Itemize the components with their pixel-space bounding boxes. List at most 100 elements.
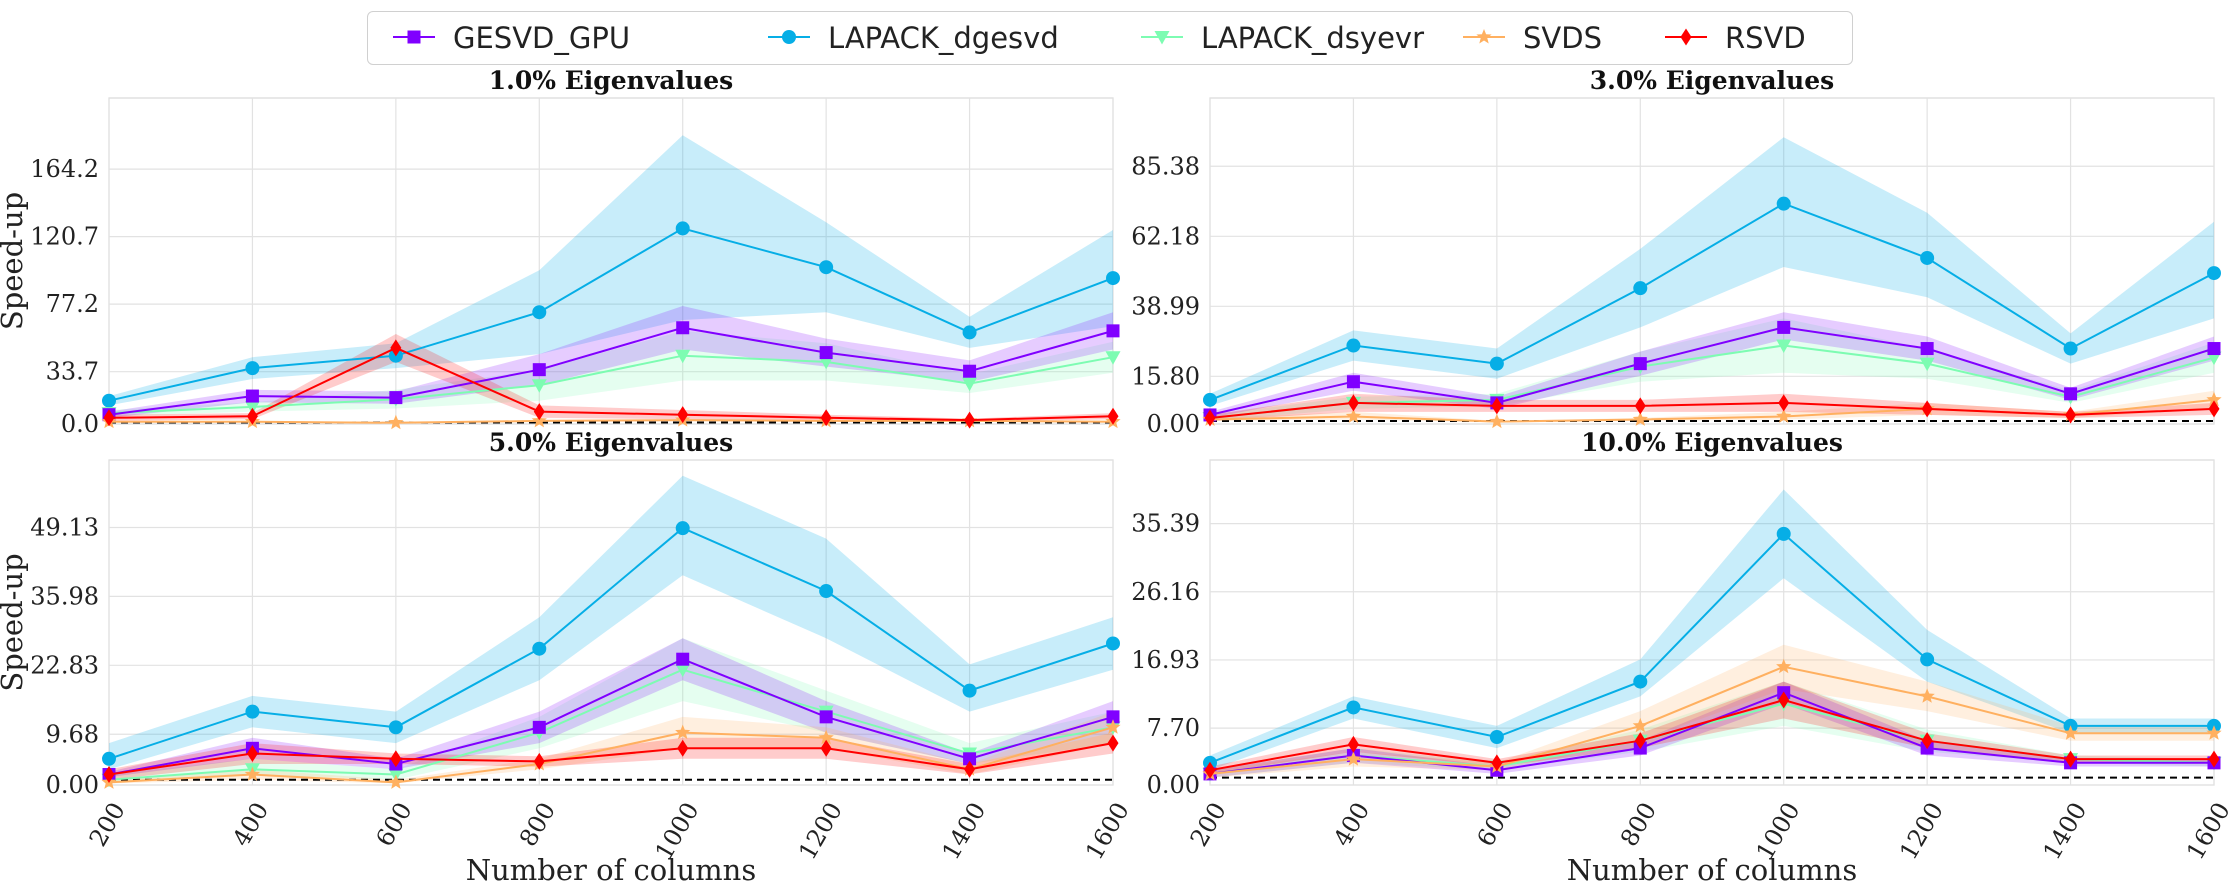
panel-5-0-eigenvalues-line-lapack-dsyevr	[108, 668, 1114, 781]
panel-5-0-eigenvalues-xlabel: Number of columns	[466, 853, 756, 883]
panel-3-0-eigenvalues-point-lapack-dgesvd-400	[1346, 338, 1361, 353]
panel-5-0-eigenvalues-title: 5.0% Eigenvalues	[489, 428, 733, 457]
panel-10-0-eigenvalues-band-lapack-dsyevr	[1210, 681, 2214, 778]
panel-3-0-eigenvalues-point-rsvd-1400	[2065, 406, 2077, 424]
panel-10-0-eigenvalues-xlabel: Number of columns	[1567, 853, 1857, 883]
panel-3-0-eigenvalues-ytick-4: 85.38	[1131, 152, 1200, 180]
panel-3-0-eigenvalues-point-svds-1000	[1776, 408, 1792, 423]
panel-10-0-eigenvalues-band-gesvd-gpu	[1210, 681, 2214, 778]
panel-5-0-eigenvalues-point-lapack-dgesvd-200	[102, 751, 116, 766]
panel-3-0-eigenvalues-point-gesvd-gpu-1200	[1920, 342, 1934, 356]
panel-3-0-eigenvalues-series-rsvd	[1204, 394, 2220, 427]
panel-3-0-eigenvalues-point-lapack-dgesvd-600	[1489, 356, 1504, 371]
panel-1-0-eigenvalues-band-gesvd-gpu	[109, 306, 1113, 418]
panel-5-0-eigenvalues-xtick-600: 600	[371, 798, 418, 852]
panel-5-0-eigenvalues-band-gesvd-gpu	[109, 638, 1113, 778]
panel-5-0-eigenvalues-point-rsvd-200	[103, 766, 115, 784]
panel-1-0-eigenvalues-point-gesvd-gpu-1000	[676, 321, 690, 335]
panel-1-0-eigenvalues-point-lapack-dsyevr-1400	[962, 377, 978, 392]
panel-10-0-eigenvalues-ytick-1: 7.70	[1147, 714, 1200, 742]
panel-5-0-eigenvalues-point-lapack-dgesvd-1000	[675, 521, 690, 536]
panel-10-0-eigenvalues-point-svds-1200	[1919, 688, 1935, 703]
panel-3-0-eigenvalues-ytick-3: 62.18	[1131, 222, 1200, 250]
panel-3-0-eigenvalues-point-rsvd-400	[1347, 394, 1359, 412]
panel-5-0-eigenvalues-point-svds-1200	[818, 729, 834, 745]
panel-1-0-eigenvalues-point-gesvd-gpu-800	[532, 363, 546, 377]
panel-10-0-eigenvalues-point-rsvd-800	[1634, 732, 1646, 750]
panel-10-0-eigenvalues-point-rsvd-600	[1491, 754, 1503, 772]
panel-5-0-eigenvalues-line-svds	[108, 726, 1114, 784]
panel-5-0-eigenvalues-line-rsvd	[108, 742, 1114, 776]
panel-5-0-eigenvalues-xtick-400: 400	[227, 798, 274, 852]
panel-5-0-eigenvalues-point-svds-400	[244, 766, 260, 781]
panel-1-0-eigenvalues-point-lapack-dsyevr-1200	[818, 355, 834, 370]
panel-10-0-eigenvalues-point-svds-1400	[2063, 725, 2079, 740]
panel-10-0-eigenvalues-point-svds-1000	[1776, 658, 1792, 674]
panel-10-0-eigenvalues-series-rsvd	[1204, 691, 2220, 779]
panel-1-0-eigenvalues-point-rsvd-200	[103, 409, 115, 427]
panel-3-0-eigenvalues-title: 3.0% Eigenvalues	[1590, 66, 1834, 95]
legend-entry-lapack-dsyevr: LAPACK_dsyevr	[1141, 21, 1424, 55]
panel-3-0-eigenvalues-point-rsvd-1600	[2208, 400, 2220, 418]
panel-5-0-eigenvalues-point-gesvd-gpu-1200	[819, 710, 833, 724]
panel-5-0-eigenvalues-band-rsvd	[109, 732, 1113, 780]
legend-marker-rsvd	[1680, 28, 1692, 46]
panel-5-0-eigenvalues-ylabel: Speed-up	[0, 553, 29, 691]
panel-10-0-eigenvalues-point-lapack-dgesvd-600	[1489, 729, 1504, 744]
panel-5-0-eigenvalues-point-svds-1600	[1105, 719, 1121, 734]
panel-1-0-eigenvalues-point-lapack-dgesvd-1200	[819, 260, 834, 275]
legend-marker-lapack-dsyevr	[1154, 31, 1170, 45]
panel-1-0-eigenvalues-point-rsvd-1200	[820, 409, 832, 427]
panel-3-0-eigenvalues-point-rsvd-1000	[1778, 394, 1790, 412]
panel-1-0-eigenvalues-point-rsvd-1600	[1107, 407, 1119, 425]
panel-1-0-eigenvalues: 0.0 33.7 77.2 120.7 164.2 1.0% Eigenvalues Spe…	[0, 66, 1121, 438]
panel-1-0-eigenvalues-ytick-1: 33.7	[46, 358, 99, 386]
panel-1-0-eigenvalues-point-rsvd-600	[390, 339, 402, 357]
panel-3-0-eigenvalues-point-gesvd-gpu-1000	[1777, 320, 1791, 334]
legend-canvas: GESVD_GPU LAPACK_dgesvd LAPACK_dsyevr SVDS R…	[393, 21, 1806, 55]
panel-3-0-eigenvalues-line-gesvd-gpu	[1209, 326, 2215, 416]
panel-5-0-eigenvalues-xtick-200: 200	[84, 798, 131, 852]
panel-3-0-eigenvalues-point-lapack-dsyevr-1000	[1776, 339, 1792, 354]
panel-1-0-eigenvalues-point-lapack-dsyevr-1000	[675, 349, 691, 364]
panel-5-0-eigenvalues-ytick-4: 49.13	[30, 513, 99, 541]
legend-label-gesvd-gpu: GESVD_GPU	[453, 21, 630, 55]
legend-marker-gesvd-gpu	[407, 30, 421, 44]
panel-5-0-eigenvalues-series-rsvd	[103, 734, 1119, 784]
panel-10-0-eigenvalues-point-svds-1600	[2206, 725, 2222, 740]
panel-3-0-eigenvalues-plot-area	[1209, 97, 2215, 425]
panel-5-0-eigenvalues: 0.00 9.68 22.83 35.98 49.13 5.0% Eigenvalues 2…	[0, 428, 1135, 883]
panel-5-0-eigenvalues-point-lapack-dgesvd-1600	[1106, 636, 1120, 651]
panel-10-0-eigenvalues-point-lapack-dgesvd-1000	[1776, 526, 1791, 541]
legend-marker-lapack-dgesvd	[782, 30, 796, 44]
panel-5-0-eigenvalues-point-lapack-dsyevr-1000	[675, 663, 691, 678]
panel-1-0-eigenvalues-ytick-2: 77.2	[46, 290, 99, 318]
panel-5-0-eigenvalues-point-rsvd-1000	[677, 739, 689, 757]
panel-1-0-eigenvalues-point-lapack-dgesvd-1600	[1106, 271, 1120, 286]
panel-5-0-eigenvalues-point-lapack-dgesvd-600	[388, 720, 403, 735]
legend-entry-lapack-dgesvd: LAPACK_dgesvd	[768, 21, 1059, 55]
panel-10-0-eigenvalues-point-rsvd-400	[1347, 735, 1359, 753]
legend-label-rsvd: RSVD	[1725, 21, 1806, 55]
panel-3-0-eigenvalues: 0.00 15.80 38.99 62.18 85.38 3.0% Eigenvalues	[1131, 66, 2222, 438]
panel-10-0-eigenvalues-xtick-200: 200	[1185, 798, 1232, 852]
panel-3-0-eigenvalues-ytick-1: 15.80	[1131, 362, 1200, 390]
panel-10-0-eigenvalues-band-svds	[1210, 644, 2214, 778]
panel-5-0-eigenvalues-xtick-1400: 1400	[937, 798, 992, 865]
panel-1-0-eigenvalues-ytick-4: 164.2	[30, 155, 99, 183]
panel-1-0-eigenvalues-line-svds	[109, 419, 1114, 424]
panel-5-0-eigenvalues-band-lapack-dsyevr	[109, 638, 1113, 783]
panel-5-0-eigenvalues-ytick-2: 22.83	[30, 651, 99, 679]
panel-5-0-eigenvalues-point-gesvd-gpu-1000	[676, 652, 690, 666]
panel-10-0-eigenvalues-point-rsvd-1200	[1921, 732, 1933, 750]
panel-3-0-eigenvalues-point-rsvd-200	[1204, 409, 1216, 427]
panel-1-0-eigenvalues-point-lapack-dgesvd-400	[245, 361, 260, 376]
panel-1-0-eigenvalues-ytick-3: 120.7	[30, 223, 99, 251]
panel-5-0-eigenvalues-point-svds-1000	[675, 724, 691, 740]
panel-1-0-eigenvalues-point-gesvd-gpu-1400	[963, 364, 977, 378]
panel-10-0-eigenvalues: 0.00 7.70 16.93 26.16 35.39 10.0% Eigenvalues…	[1131, 428, 2228, 883]
panel-3-0-eigenvalues-point-lapack-dgesvd-1000	[1776, 196, 1791, 211]
panel-3-0-eigenvalues-band-lapack-dgesvd	[1210, 137, 2214, 406]
panel-3-0-eigenvalues-point-rsvd-600	[1491, 397, 1503, 415]
panel-5-0-eigenvalues-point-lapack-dgesvd-1200	[819, 584, 834, 599]
